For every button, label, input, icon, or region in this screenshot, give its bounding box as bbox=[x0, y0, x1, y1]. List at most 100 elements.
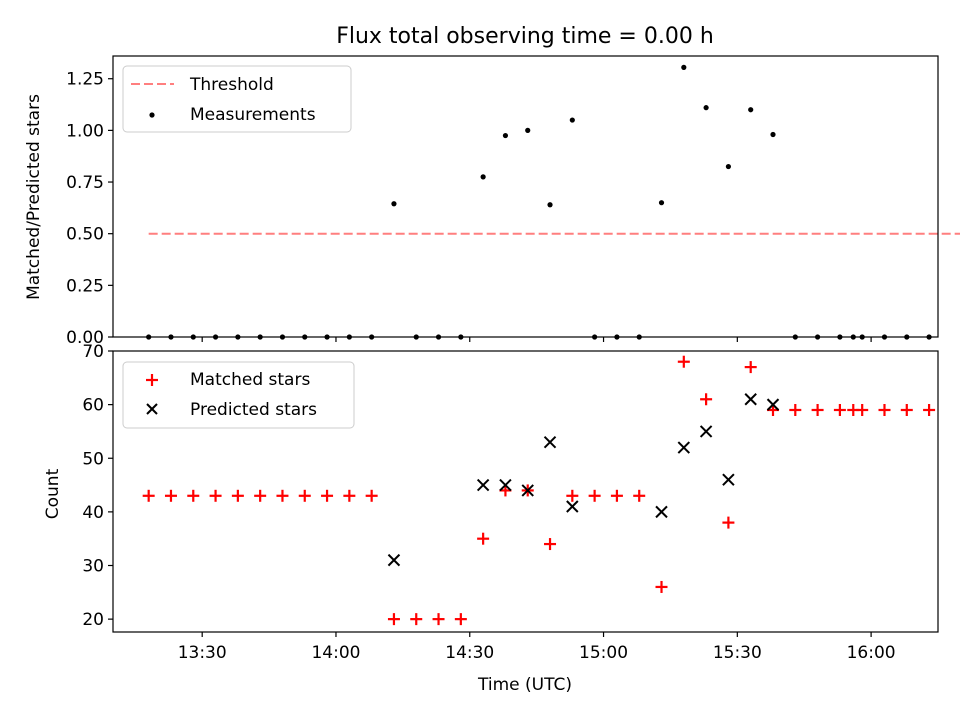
x-tick-label: 16:00 bbox=[847, 643, 896, 663]
bottom-y-axis-label: Count bbox=[43, 468, 63, 519]
matched-star-point bbox=[700, 393, 713, 406]
bottom-panel: 20 30 40 50 60 70 13:30 14:00 14:30 15:00 15:30 16… bbox=[43, 342, 939, 695]
bottom-y-tick-label: 20 bbox=[82, 610, 104, 630]
predicted-star-point bbox=[722, 473, 735, 486]
matched-star-point bbox=[365, 489, 378, 502]
matched-stars-points bbox=[142, 355, 936, 626]
matched-star-point bbox=[633, 489, 646, 502]
measurement-point bbox=[502, 132, 509, 139]
matched-star-point bbox=[454, 613, 467, 626]
matched-star-point bbox=[677, 355, 690, 368]
x-tick-label: 14:00 bbox=[311, 643, 360, 663]
measurement-point bbox=[569, 117, 575, 123]
top-legend: Threshold Measurements bbox=[122, 65, 352, 133]
matched-star-point bbox=[833, 403, 846, 416]
matched-star-point bbox=[544, 538, 557, 551]
measurement-point bbox=[681, 64, 687, 70]
matched-star-point bbox=[655, 580, 668, 593]
top-y-tick-label: 0.00 bbox=[66, 328, 104, 348]
bottom-x-ticks: 13:30 14:00 14:30 15:00 15:30 16:00 bbox=[178, 632, 896, 663]
bottom-y-tick-label: 30 bbox=[82, 557, 104, 577]
matched-star-point bbox=[566, 489, 579, 502]
matched-star-point bbox=[610, 489, 623, 502]
bottom-plot-frame bbox=[112, 350, 939, 633]
matched-star-point bbox=[789, 403, 802, 416]
matched-star-point bbox=[923, 403, 936, 416]
bottom-y-tick-label: 70 bbox=[82, 342, 104, 362]
measurement-point bbox=[480, 174, 486, 180]
matched-star-point bbox=[321, 489, 334, 502]
legend-measurements-swatch bbox=[149, 112, 155, 118]
matched-star-point bbox=[209, 489, 222, 502]
matched-star-point bbox=[343, 489, 356, 502]
matched-star-point bbox=[142, 489, 155, 502]
predicted-star-point bbox=[699, 425, 713, 438]
predicted-star-point bbox=[655, 505, 668, 519]
matched-star-point bbox=[477, 532, 490, 545]
legend-predicted-label: Predicted stars bbox=[190, 400, 317, 420]
measurement-point bbox=[391, 201, 397, 207]
matched-star-point bbox=[387, 613, 400, 626]
x-tick-label: 13:30 bbox=[178, 643, 227, 663]
x-axis-label: Time (UTC) bbox=[477, 675, 572, 695]
x-tick-label: 15:00 bbox=[579, 643, 628, 663]
measurement-point bbox=[748, 107, 754, 113]
x-tick-label: 14:30 bbox=[445, 643, 494, 663]
predicted-star-point bbox=[521, 484, 534, 497]
matched-star-point bbox=[722, 516, 735, 529]
predicted-star-point bbox=[566, 500, 579, 513]
x-tick-label: 15:30 bbox=[713, 643, 762, 663]
matched-star-point bbox=[410, 613, 423, 626]
predicted-star-point bbox=[677, 441, 691, 454]
legend-measurements-label: Measurements bbox=[190, 105, 316, 125]
matched-star-point bbox=[432, 613, 445, 626]
bottom-y-ticks: 20 30 40 50 60 70 bbox=[82, 342, 113, 630]
predicted-star-point bbox=[744, 393, 757, 406]
matched-star-point bbox=[744, 361, 757, 374]
bottom-y-tick-label: 60 bbox=[82, 396, 104, 416]
top-panel: Flux total observing time = 0.00 h 0.000… bbox=[24, 24, 960, 348]
measurement-point bbox=[725, 163, 732, 170]
bottom-legend: Matched stars Predicted stars bbox=[122, 361, 355, 429]
predicted-star-point bbox=[499, 478, 512, 492]
matched-star-point bbox=[164, 489, 177, 502]
bottom-legend-box bbox=[122, 361, 355, 429]
top-y-tick-label: 0.50 bbox=[66, 225, 104, 245]
predicted-star-point bbox=[766, 398, 780, 411]
top-y-tick-label: 1.25 bbox=[66, 70, 104, 90]
measurement-point bbox=[658, 200, 665, 206]
matched-star-point bbox=[588, 489, 601, 502]
bottom-y-tick-label: 50 bbox=[82, 449, 104, 469]
matched-star-point bbox=[231, 489, 244, 502]
legend-matched-label: Matched stars bbox=[190, 370, 310, 390]
top-x-ticks bbox=[201, 337, 872, 342]
legend-threshold-label: Threshold bbox=[189, 75, 274, 95]
bottom-y-tick-label: 40 bbox=[82, 503, 104, 523]
measurement-point bbox=[547, 202, 553, 208]
legend-matched-swatch bbox=[146, 374, 158, 386]
matched-star-point bbox=[254, 489, 267, 502]
measurement-point bbox=[525, 127, 531, 133]
matched-star-point bbox=[856, 403, 869, 416]
top-y-ticks: 0.00 0.25 0.50 0.75 1.00 1.25 bbox=[66, 70, 113, 348]
top-plot-frame bbox=[112, 55, 939, 338]
measurement-point bbox=[770, 131, 776, 138]
top-y-tick-label: 1.00 bbox=[66, 121, 104, 141]
matched-star-point bbox=[811, 403, 824, 416]
matched-star-point bbox=[276, 489, 289, 502]
top-y-tick-label: 0.25 bbox=[66, 276, 104, 296]
chart-title: Flux total observing time = 0.00 h bbox=[336, 24, 714, 49]
matched-star-point bbox=[878, 403, 891, 416]
matched-star-point bbox=[900, 403, 913, 416]
top-y-axis-label: Matched/Predicted stars bbox=[24, 94, 44, 300]
predicted-stars-points bbox=[387, 393, 780, 567]
top-y-tick-label: 0.75 bbox=[66, 173, 104, 193]
measurement-point bbox=[703, 105, 709, 111]
predicted-star-point bbox=[387, 553, 401, 567]
predicted-star-point bbox=[476, 478, 490, 492]
legend-predicted-swatch bbox=[146, 403, 158, 415]
matched-star-point bbox=[298, 489, 311, 502]
matched-star-point bbox=[187, 489, 200, 502]
top-legend-box bbox=[122, 65, 352, 133]
